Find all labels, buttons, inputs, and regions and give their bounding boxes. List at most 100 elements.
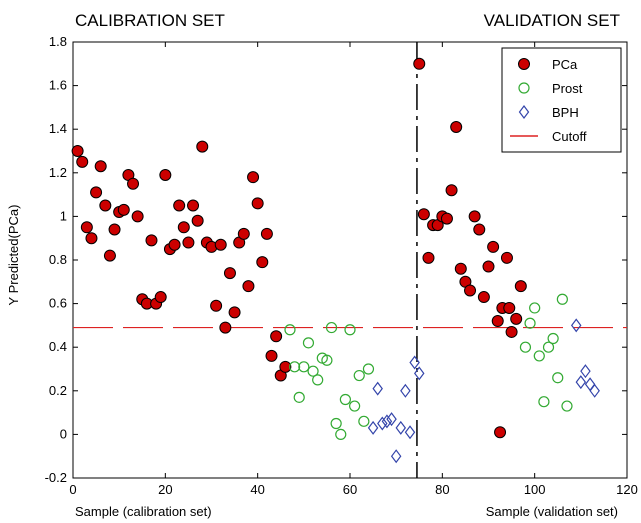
point-pca [219,321,232,334]
point-pca [445,184,458,197]
point-prost [335,428,347,440]
point-pca [468,210,481,223]
point-pca [187,199,200,212]
y-tick-label: 0.6 [49,296,67,311]
legend-pca-label: PCa [552,57,578,72]
point-pca [454,262,467,275]
point-pca [505,325,518,338]
point-bph [404,425,416,440]
point-pca [90,186,103,199]
y-tick-label: 0.8 [49,252,67,267]
point-pca [99,199,112,212]
point-prost [339,393,351,406]
x-tick-label: 80 [435,482,449,497]
point-bph [400,383,411,398]
point-bph [584,377,596,392]
legend-prost-label: Prost [552,81,583,96]
point-pca [256,256,269,269]
point-pca [440,212,453,225]
point-pca [71,145,84,157]
x-tick-label: 20 [158,482,172,497]
point-bph [570,318,582,333]
point-pca [422,251,435,264]
point-pca [117,203,130,216]
point-pca [127,177,140,190]
point-pca [103,249,116,262]
point-pca [80,221,93,234]
point-prost [344,324,356,336]
point-prost [556,293,568,305]
point-pca [450,121,463,134]
y-tick-label: 1.4 [49,121,67,136]
point-prost [533,350,545,362]
point-prost [529,302,541,314]
point-prost [542,341,555,353]
x-tick-label: 100 [524,482,546,497]
point-prost [325,321,338,334]
point-pca [228,306,241,319]
point-pca [108,223,121,236]
x-axis-title-calibration: Sample (calibration set) [75,504,212,519]
point-pca [260,227,273,240]
legend-bph-label: BPH [552,105,579,120]
point-pca [247,171,260,184]
point-bph [409,355,420,370]
y-axis-title: Y Predicted(PCa) [6,205,21,306]
point-prost [293,391,305,403]
point-prost [358,415,370,427]
legend-cutoff-label: Cutoff [552,129,587,144]
point-pca [417,208,430,221]
point-prost [538,396,550,408]
point-pca [510,312,523,325]
x-tick-label: 60 [343,482,357,497]
point-pca [182,236,195,249]
point-bph [381,414,393,429]
point-bph [580,364,591,379]
y-tick-label: 1.6 [49,78,67,93]
point-pca [168,238,181,251]
point-pca [196,140,209,153]
point-pca [413,57,426,70]
point-pca [464,284,477,297]
y-tick-label: 0.4 [49,339,67,354]
point-pca [173,199,186,212]
point-pca [210,299,223,312]
point-pca [270,330,283,343]
point-bph [589,383,600,398]
point-prost [302,337,315,349]
point-bph [386,412,397,427]
point-pca [473,223,486,236]
point-pca [477,291,490,304]
point-pca [177,221,190,234]
point-prost [362,363,375,375]
point-pca [159,168,172,181]
point-pca [223,267,236,280]
point-prost [312,374,324,386]
calibration-set-label: CALIBRATION SET [75,11,225,30]
point-prost [307,365,319,377]
point-pca [237,227,250,240]
y-tick-label: 0.2 [49,383,67,398]
point-pca [154,291,167,304]
point-pca [242,280,255,293]
point-prost [321,354,333,366]
y-tick-label: 1.8 [49,34,67,49]
y-tick-label: -0.2 [45,470,67,485]
point-prost [519,341,532,353]
point-pca [491,315,504,328]
point-prost [298,361,310,373]
point-bph [377,416,388,431]
point-bph [395,420,407,435]
x-tick-label: 120 [616,482,638,497]
point-pca [482,260,495,273]
point-pca [487,240,500,253]
point-prost [284,324,296,336]
x-tick-label: 40 [250,482,264,497]
y-tick-label: 1.2 [49,165,67,180]
point-pca [265,349,278,362]
point-prost [552,372,564,384]
x-axis-title-validation: Sample (validation set) [486,504,618,519]
point-pca [514,280,527,293]
point-prost [289,361,301,373]
